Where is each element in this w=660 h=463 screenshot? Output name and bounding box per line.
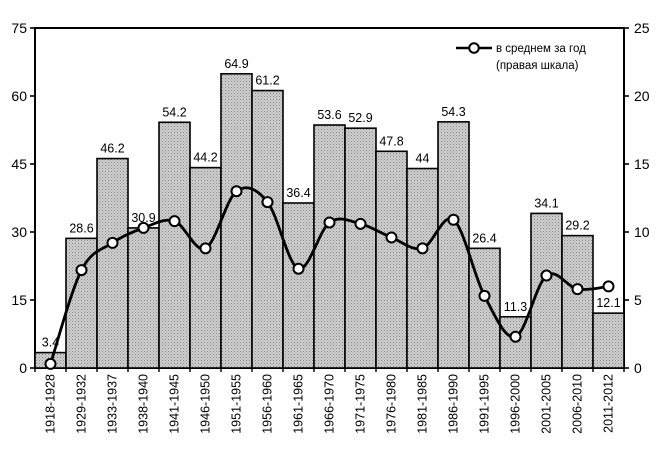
legend: в среднем за год (правая шкала) [456,42,586,72]
average-point-1971-1975 [354,217,367,230]
left-tick-label: 15 [11,292,27,308]
legend-marker-sample [468,42,480,54]
right-tick-label: 20 [634,88,650,104]
right-tick-label: 25 [634,20,650,36]
bar-value-label: 53.6 [317,108,341,122]
bar-value-labels: 3.4 28.6 46.2 30.9 54.2 44.2 64.9 61.2 36.4 53.6 5… [42,57,621,350]
average-point-1951-1955 [230,185,243,198]
category-label: 2001-2005 [540,374,554,434]
category-label: 1966-1970 [323,374,337,434]
category-label: 1996-2000 [509,374,523,434]
bar-1941-1945 [158,121,191,369]
bar-1951-1955 [220,72,253,369]
bar-2006-2010 [561,234,594,369]
bars-layer [34,72,625,369]
bar-1938-1940 [127,227,160,369]
average-point-1929-1932 [75,264,88,277]
bar-1986-1990 [437,121,470,369]
category-label: 1951-1955 [230,374,244,434]
average-point-1961-1965 [292,262,305,275]
category-label: 1941-1945 [168,374,182,434]
bar-value-label: 34.1 [534,196,558,210]
category-label: 1929-1932 [75,374,89,434]
bar-1971-1975 [344,127,377,369]
bar-value-label: 46.2 [100,142,124,156]
bar-1946-1950 [189,166,222,369]
category-label: 1918-1928 [44,374,58,434]
left-tick-label: 30 [11,224,27,240]
bar-value-label: 52.9 [348,111,372,125]
bar-1976-1980 [375,150,408,369]
bar-value-label: 64.9 [224,57,248,71]
average-point-1933-1937 [106,236,119,249]
average-point-1956-1960 [261,196,274,209]
bar-value-label: 54.2 [162,105,186,119]
average-line-layer [44,185,615,370]
category-label: 1976-1980 [385,374,399,434]
right-tick-label: 15 [634,156,650,172]
bar-1966-1970 [313,124,346,369]
category-label: 1946-1950 [199,374,213,434]
category-label: 1981-1985 [416,374,430,434]
average-point-1986-1990 [447,213,460,226]
left-tick-label: 45 [11,156,27,172]
bar-1933-1937 [96,157,129,369]
category-label: 1991-1995 [478,374,492,434]
left-axis: 0 15 30 45 60 75 [11,20,35,376]
right-tick-label: 10 [634,224,650,240]
left-tick-label: 60 [11,88,27,104]
category-label: 1971-1975 [354,374,368,434]
bar-2011-2012 [592,312,625,369]
legend-label-line2: (правая шкала) [496,60,579,72]
right-axis: 0 5 10 15 20 25 [624,20,650,376]
bar-value-label: 28.6 [69,221,93,235]
average-point-2006-2010 [571,283,584,296]
average-point-1918-1928 [44,357,57,370]
category-label: 1986-1990 [447,374,461,434]
average-point-1996-2000 [509,330,522,343]
average-point-1981-1985 [416,242,429,255]
right-tick-label: 5 [634,292,642,308]
average-point-2011-2012 [602,280,615,293]
legend-label-line1: в среднем за год [496,43,586,55]
bar-2001-2005 [530,212,563,369]
bar-value-label: 61.2 [255,74,279,88]
average-point-2001-2005 [540,269,553,282]
category-label: 1961-1965 [292,374,306,434]
left-tick-label: 75 [11,20,27,36]
average-point-1966-1970 [323,216,336,229]
bar-1981-1985 [406,167,439,369]
bar-1961-1965 [282,202,315,369]
bar-value-label: 36.4 [286,186,310,200]
average-point-1938-1940 [137,221,150,234]
bar-1929-1932 [65,237,98,369]
bar-value-label: 54.3 [441,105,465,119]
x-axis: 1918-1928 1929-1932 1933-1937 1938-1940 1941… [34,368,625,434]
left-tick-label: 0 [19,360,27,376]
bar-value-label: 12.1 [596,296,620,310]
average-point-1941-1945 [168,215,181,228]
bar-value-label: 44 [416,152,430,166]
category-label: 1938-1940 [137,374,151,434]
bar-1956-1960 [251,89,284,369]
category-label: 1933-1937 [106,374,120,434]
bar-value-label: 3.4 [42,336,59,350]
category-label: 2006-2010 [571,374,585,434]
bar-value-label: 26.4 [472,231,496,245]
category-label: 1956-1960 [261,374,275,434]
average-point-1946-1950 [199,242,212,255]
bar-value-label: 44.2 [193,151,217,165]
average-point-1976-1980 [385,231,398,244]
bar-value-label: 30.9 [131,211,155,225]
average-point-1991-1995 [478,289,491,302]
right-tick-label: 0 [634,360,642,376]
bar-value-label: 11.3 [504,300,527,314]
category-label: 2011-2012 [602,374,616,433]
bar-value-label: 29.2 [565,219,589,233]
bar-value-label: 47.8 [379,134,403,148]
